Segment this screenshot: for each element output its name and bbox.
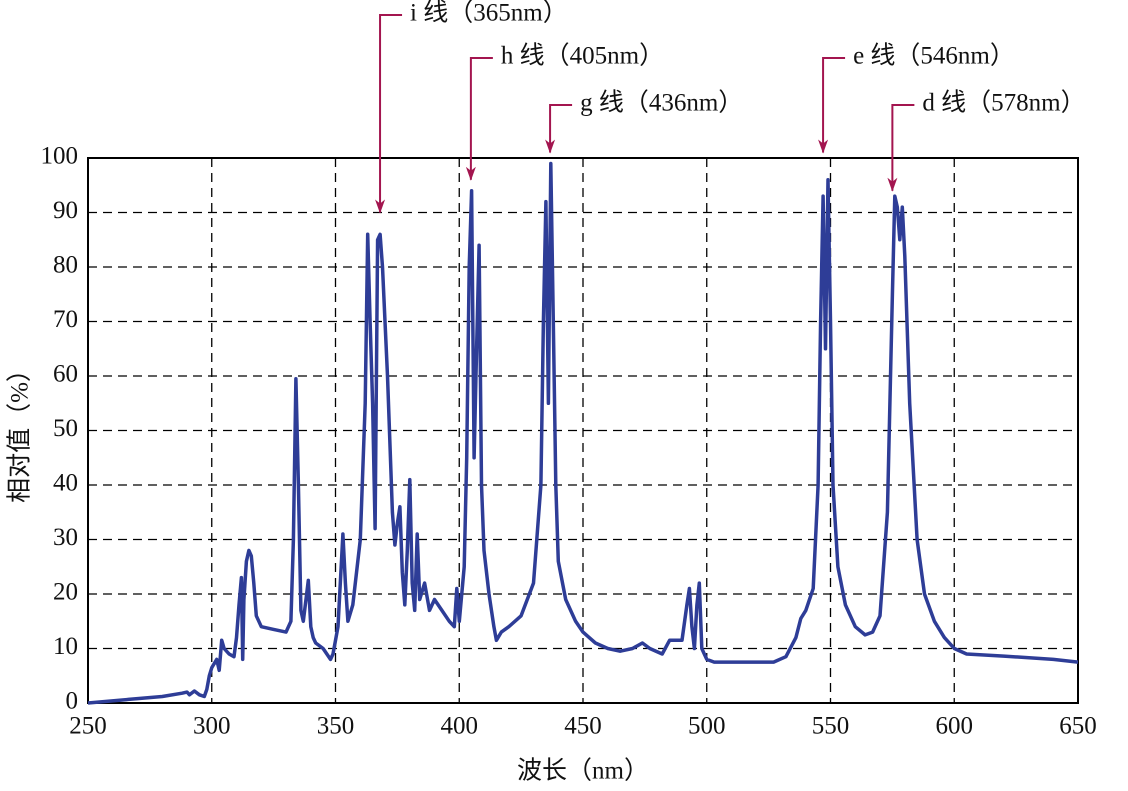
x-tick-label: 650 bbox=[1059, 713, 1097, 740]
annotation-label: i 线（365nm） bbox=[410, 0, 568, 27]
y-tick-label: 80 bbox=[53, 252, 78, 279]
y-tick-label: 60 bbox=[53, 361, 78, 388]
x-axis-title: 波长（nm） bbox=[517, 757, 649, 785]
annotation-label: e 线（546nm） bbox=[853, 42, 1015, 70]
y-axis-title: 相对值（%） bbox=[6, 357, 34, 503]
annotation-arrow bbox=[818, 57, 846, 154]
x-tick-label: 550 bbox=[812, 713, 850, 740]
annotation-arrow bbox=[465, 57, 493, 181]
plot-frame bbox=[87, 157, 1079, 704]
y-tick-label: 40 bbox=[53, 470, 78, 497]
y-tick-label: 10 bbox=[53, 633, 78, 660]
y-tick-label: 30 bbox=[53, 524, 78, 551]
spectrum-line bbox=[87, 161, 1079, 705]
annotation-label: d 线（578nm） bbox=[922, 89, 1085, 117]
annotation-arrow bbox=[375, 14, 403, 214]
x-tick-label: 600 bbox=[936, 713, 974, 740]
y-tick-label: 100 bbox=[41, 143, 79, 170]
y-tick-label: 70 bbox=[53, 306, 78, 333]
y-tick-label: 0 bbox=[66, 688, 79, 715]
annotation-arrow bbox=[545, 104, 573, 154]
x-tick-label: 250 bbox=[69, 713, 107, 740]
x-tick-label: 300 bbox=[193, 713, 231, 740]
x-tick-label: 450 bbox=[564, 713, 602, 740]
annotation-arrow bbox=[887, 104, 915, 192]
x-tick-label: 350 bbox=[317, 713, 355, 740]
y-tick-label: 90 bbox=[53, 197, 78, 224]
x-tick-label: 400 bbox=[441, 713, 479, 740]
annotation-label: g 线（436nm） bbox=[580, 89, 743, 117]
x-tick-label: 500 bbox=[688, 713, 726, 740]
y-tick-label: 20 bbox=[53, 579, 78, 606]
annotation-label: h 线（405nm） bbox=[501, 42, 664, 70]
y-tick-label: 50 bbox=[53, 415, 78, 442]
